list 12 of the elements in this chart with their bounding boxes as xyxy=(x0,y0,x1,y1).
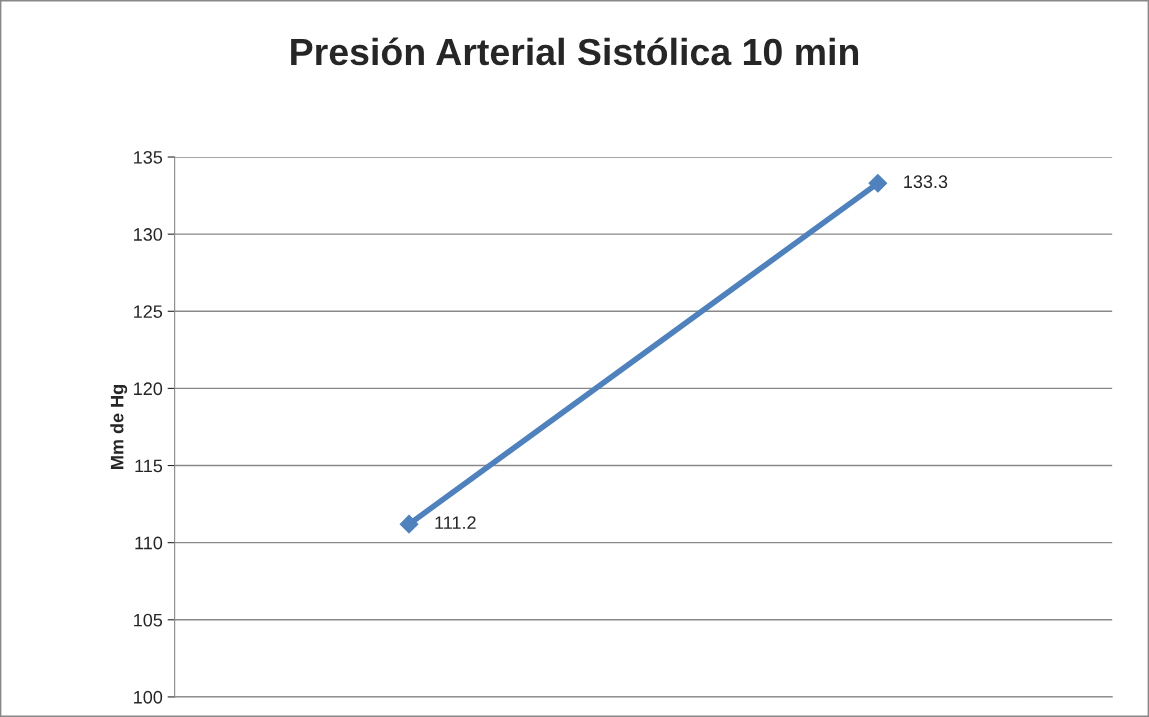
data-label: 133.3 xyxy=(904,175,948,189)
y-tick-label: 115 xyxy=(135,459,163,473)
y-tick-label: 110 xyxy=(135,536,163,550)
data-label: 111.2 xyxy=(435,516,476,529)
y-tick-label: 125 xyxy=(134,305,163,318)
y-tick-label: 120 xyxy=(134,382,163,396)
y-tick-label: 130 xyxy=(134,228,163,241)
y-axis-title: Mm de Hg xyxy=(110,385,128,469)
y-tick-label: 135 xyxy=(134,150,163,164)
y-tick-label: 105 xyxy=(134,613,163,627)
chart-title: Presión Arterial Sistólica 10 min xyxy=(291,37,859,66)
y-tick-label: 100 xyxy=(134,690,163,704)
